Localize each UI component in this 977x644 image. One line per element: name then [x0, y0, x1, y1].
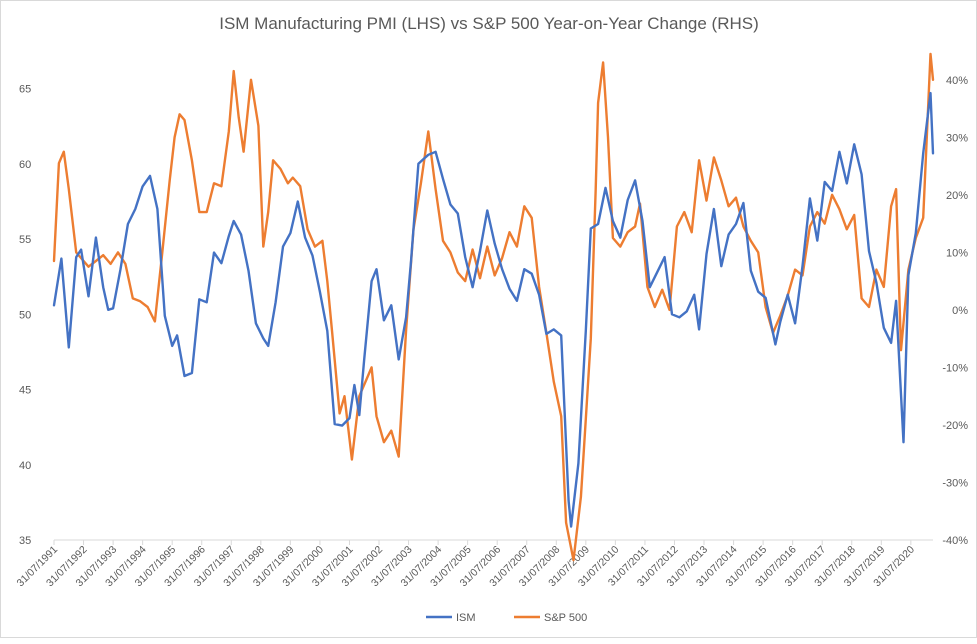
chart-title: ISM Manufacturing PMI (LHS) vs S&P 500 Y…	[219, 14, 759, 33]
legend-label: ISM	[456, 612, 476, 624]
right-axis-tick-label: 10%	[946, 247, 968, 259]
right-axis-ticks: -40% -30% -20% -10% 0% 10% 20% 30% 40%	[942, 75, 968, 547]
right-axis-tick-label: 30%	[946, 132, 968, 144]
right-axis-tick-label: -10%	[942, 362, 968, 374]
left-axis-tick-label: 60	[19, 159, 31, 171]
x-axis-ticks: 31/07/199131/07/199231/07/199331/07/1994…	[14, 540, 917, 589]
right-axis-tick-label: 40%	[946, 75, 968, 87]
right-axis-tick-label: 0%	[952, 305, 968, 317]
right-axis-tick-label: -20%	[942, 420, 968, 432]
series-line-s-p-500	[52, 52, 935, 562]
left-axis-tick-label: 45	[19, 385, 31, 397]
right-axis-tick-label: 20%	[946, 190, 968, 202]
left-axis-ticks: 35 40 45 50 55 60 65	[19, 84, 31, 547]
series-line-ism	[52, 91, 935, 528]
left-axis-tick-label: 55	[19, 234, 31, 246]
left-axis-tick-label: 65	[19, 84, 31, 96]
left-axis-tick-label: 50	[19, 309, 31, 321]
series-lines	[52, 52, 935, 562]
right-axis-tick-label: -40%	[942, 535, 968, 547]
left-axis-tick-label: 35	[19, 535, 31, 547]
legend: ISM S&P 500	[426, 612, 587, 624]
legend-label: S&P 500	[544, 612, 587, 624]
right-axis-tick-label: -30%	[942, 477, 968, 489]
left-axis-tick-label: 40	[19, 460, 31, 472]
